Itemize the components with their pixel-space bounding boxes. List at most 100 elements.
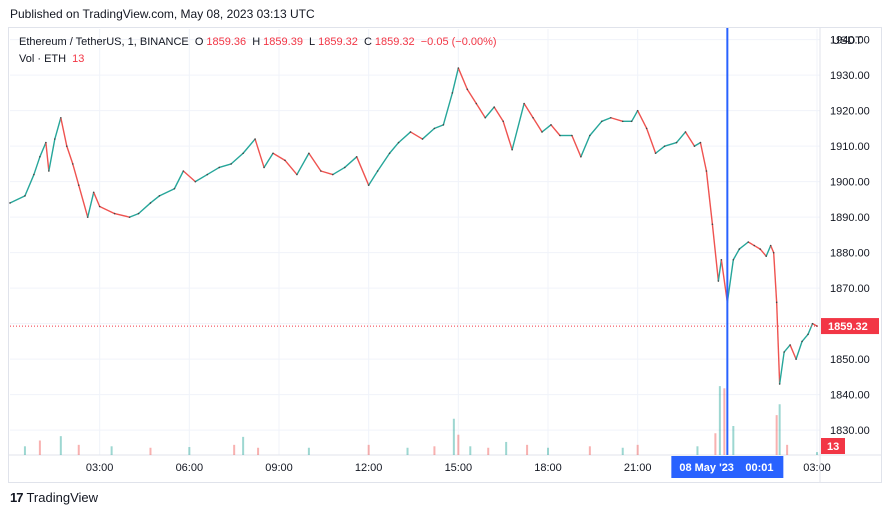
price-point (609, 116, 612, 119)
price-segment (451, 67, 460, 94)
price-segment (45, 142, 50, 172)
price-point (559, 134, 561, 137)
price-segment (308, 152, 322, 172)
price-point (182, 170, 185, 172)
price-segment (675, 131, 687, 144)
price-segment (637, 110, 648, 129)
volume-bar (714, 433, 717, 455)
price-point (684, 131, 687, 133)
price-segment (789, 344, 797, 360)
price-segment (571, 135, 582, 158)
price-point (397, 141, 400, 144)
price-segment (699, 142, 708, 172)
price-segment (523, 103, 534, 119)
price-point (173, 187, 176, 190)
tradingview-logo[interactable]: 17 TradingView (10, 490, 98, 505)
chart-frame[interactable]: 1940.00 1930.00 1920.00 1910.00 1900.00 1890.… (8, 27, 882, 483)
price-point (48, 170, 50, 172)
volume-bar (257, 447, 260, 455)
price-point (65, 145, 68, 147)
volume-bar (621, 447, 624, 455)
volume-bar (816, 452, 819, 455)
price-point (699, 141, 702, 144)
published-info: Published on TradingView.com, May 08, 20… (10, 7, 315, 21)
price-segment (150, 195, 160, 204)
low-label: L (309, 36, 316, 48)
price-point (33, 173, 35, 176)
price-point (493, 106, 496, 108)
volume-bar (469, 446, 472, 455)
price-point (45, 141, 47, 144)
price-segment (783, 344, 791, 353)
price-segment (589, 120, 603, 136)
price-point (242, 152, 244, 155)
volume-bar (433, 446, 436, 455)
y-tick-label-4: 1900.00 (830, 177, 870, 189)
price-point (137, 212, 140, 215)
price-chart[interactable]: 1940.00 1930.00 1920.00 1910.00 1900.00 1890.… (9, 28, 881, 482)
volume-bar (718, 386, 721, 455)
price-segment (466, 88, 477, 104)
price-segment (664, 141, 677, 147)
price-point (92, 191, 95, 194)
x-tick-label-0: 03:00 (86, 462, 114, 474)
price-segment (655, 145, 666, 154)
volume-bar (505, 441, 508, 455)
price-segment (78, 185, 89, 218)
price-segment (9, 195, 26, 204)
y-tick-label-9: 1850.00 (830, 354, 870, 366)
volume-bar (233, 444, 236, 455)
price-segment (114, 212, 130, 218)
volume-bar (188, 447, 191, 455)
price-segment (33, 156, 41, 175)
change-value: −0.05 (−0.00%) (420, 36, 497, 48)
symbol-legend: Ethereum / TetherUS, 1, BINANCE O 1859.36… (19, 36, 500, 48)
price-point (194, 180, 197, 183)
price-segment (601, 117, 612, 122)
y-axis-unit: USDT (832, 35, 862, 47)
price-point (738, 248, 741, 250)
price-point (388, 152, 391, 155)
price-segment (541, 124, 552, 133)
volume-bar (457, 434, 460, 455)
price-point (765, 255, 767, 257)
volume-bar (636, 444, 639, 455)
price-point (98, 205, 101, 208)
price-point (589, 134, 591, 137)
price-segment (54, 117, 62, 140)
price-point (24, 195, 26, 197)
price-point (753, 244, 756, 247)
price-point (778, 383, 781, 385)
price-point (523, 102, 525, 105)
close-value: 1859.32 (374, 36, 415, 48)
price-segment (645, 128, 657, 154)
y-tick-label-7: 1870.00 (830, 283, 870, 295)
price-point (54, 138, 56, 140)
price-segment (631, 110, 639, 122)
price-point (376, 170, 379, 172)
open-value: 1859.36 (206, 36, 247, 48)
volume-bar (367, 444, 370, 455)
price-point (355, 156, 358, 158)
price-point (654, 152, 657, 155)
price-point (550, 124, 552, 126)
price-point (705, 170, 708, 172)
price-point (158, 195, 161, 197)
price-point (663, 145, 666, 147)
price-point (621, 120, 624, 123)
y-tick-label-11: 1830.00 (830, 425, 870, 437)
tradingview-logo-icon: 17 (10, 490, 24, 505)
price-point (343, 166, 346, 169)
volume-bar (307, 447, 310, 455)
price-segment (550, 124, 561, 136)
price-point (60, 116, 62, 119)
price-segment (173, 170, 184, 190)
price-segment (129, 212, 139, 218)
volume-bar (406, 447, 409, 455)
price-segment (732, 248, 740, 261)
price-segment (194, 173, 208, 183)
last-volume-label: 13 (827, 441, 839, 453)
x-tick-label-2: 09:00 (265, 462, 293, 474)
volume-bar (775, 415, 778, 455)
volume-bar (723, 388, 726, 455)
